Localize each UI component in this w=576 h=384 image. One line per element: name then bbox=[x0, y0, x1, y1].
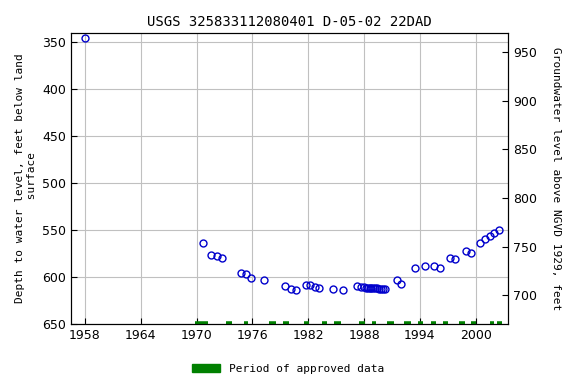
Title: USGS 325833112080401 D-05-02 22DAD: USGS 325833112080401 D-05-02 22DAD bbox=[147, 15, 432, 29]
Y-axis label: Depth to water level, feet below land
 surface: Depth to water level, feet below land su… bbox=[15, 54, 37, 303]
Y-axis label: Groundwater level above NGVD 1929, feet: Groundwater level above NGVD 1929, feet bbox=[551, 47, 561, 310]
Legend: Period of approved data: Period of approved data bbox=[188, 359, 388, 379]
